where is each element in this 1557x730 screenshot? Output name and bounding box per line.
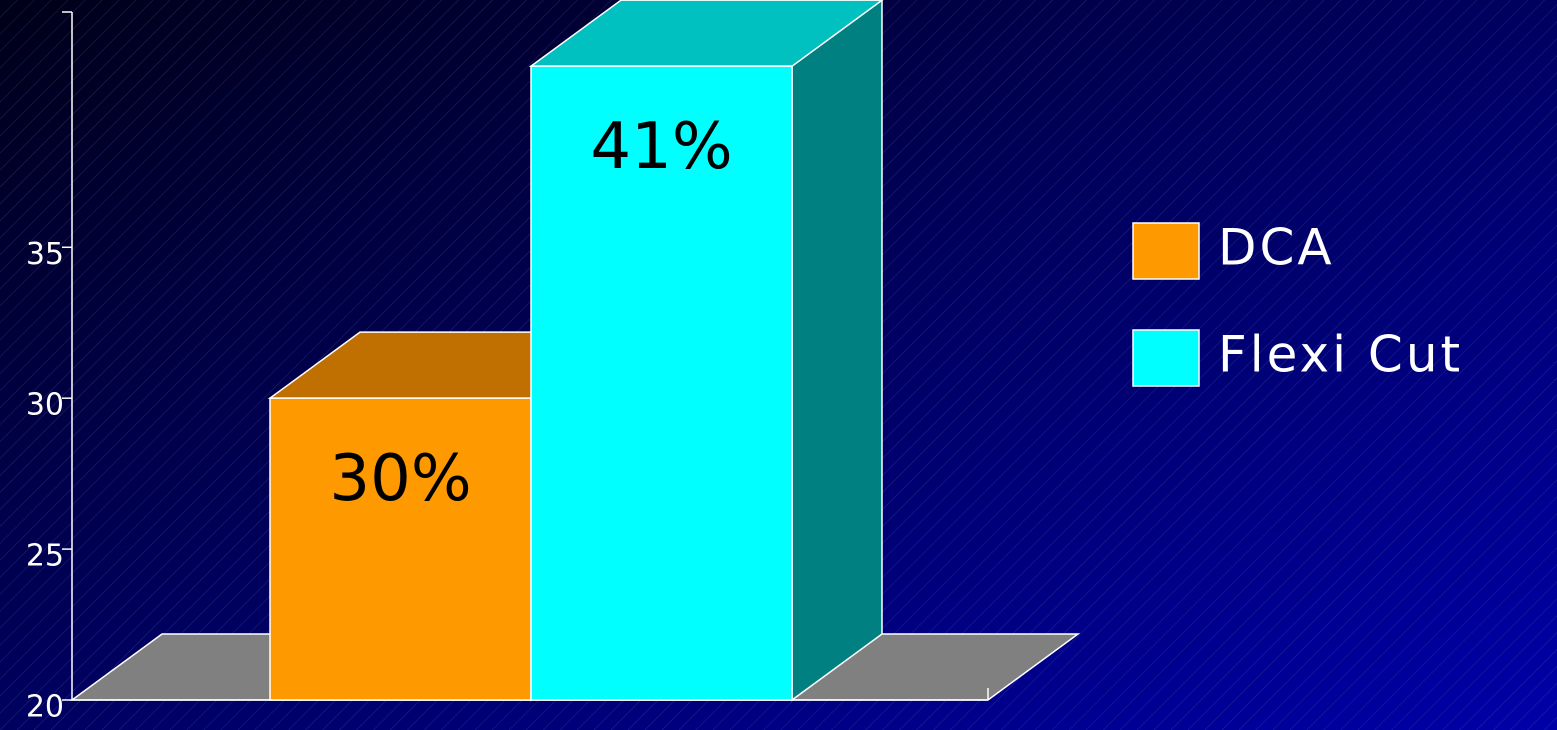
bar-side	[791, 0, 883, 702]
legend-label: DCA	[1218, 219, 1335, 277]
y-tick-label: 25	[26, 539, 64, 574]
legend-swatch	[1132, 222, 1200, 280]
y-tick-label: 35	[26, 237, 64, 272]
legend-label: Flexi Cut	[1218, 326, 1463, 384]
y-tick-label: 20	[26, 690, 64, 725]
legend-swatch	[1132, 329, 1200, 387]
data-label: 30%	[329, 442, 471, 516]
bar	[269, 397, 532, 701]
data-label: 41%	[590, 110, 732, 184]
bar	[530, 65, 793, 701]
y-tick-label: 30	[26, 388, 64, 423]
